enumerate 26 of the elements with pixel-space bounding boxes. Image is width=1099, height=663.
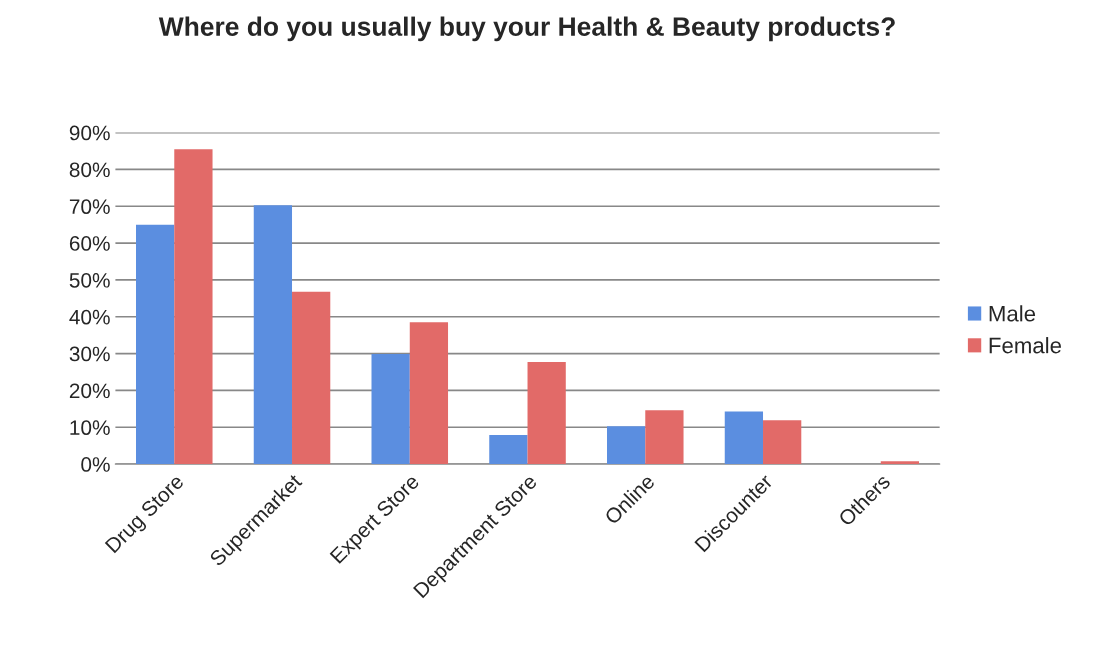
y-tick-label: 80% xyxy=(69,162,110,178)
y-tick-label: 30% xyxy=(69,346,110,362)
bar xyxy=(724,411,764,465)
bar xyxy=(763,420,802,465)
bar xyxy=(253,205,293,465)
bar xyxy=(489,435,528,465)
bar xyxy=(607,426,646,465)
y-tick-label: 90% xyxy=(69,125,110,141)
bar xyxy=(409,322,449,465)
y-tick-label: 40% xyxy=(69,309,110,325)
y-tick-label: 60% xyxy=(69,236,110,251)
y-tick-label: 10% xyxy=(70,420,110,436)
bar xyxy=(136,224,175,465)
bar xyxy=(880,461,920,465)
y-tick-label: 20% xyxy=(69,383,110,399)
bar xyxy=(174,149,213,465)
bar xyxy=(527,362,566,465)
legend-label: Female xyxy=(989,337,1061,354)
bar xyxy=(292,291,331,465)
legend-label: Male xyxy=(989,305,1036,322)
bar xyxy=(371,353,410,465)
y-tick-label: 0% xyxy=(81,457,110,472)
bar xyxy=(645,410,684,465)
y-tick-label: 70% xyxy=(69,199,110,215)
chart-title: Where do you usually buy your Health & Beauty products? xyxy=(158,16,895,42)
y-tick-label: 50% xyxy=(69,272,110,288)
